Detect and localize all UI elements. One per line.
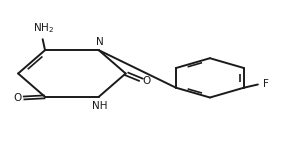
Text: N: N: [96, 37, 104, 47]
Text: O: O: [143, 76, 151, 86]
Text: O: O: [14, 93, 22, 103]
Text: NH$_2$: NH$_2$: [33, 21, 54, 35]
Text: F: F: [263, 79, 269, 89]
Text: NH: NH: [92, 101, 107, 111]
